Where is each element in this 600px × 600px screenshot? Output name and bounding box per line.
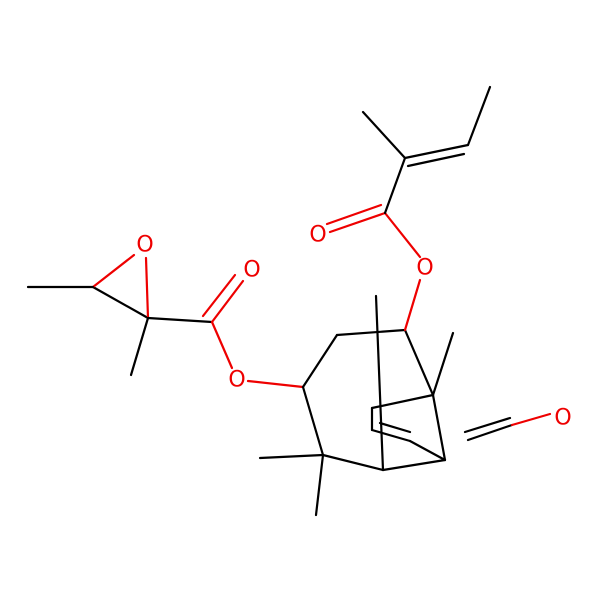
atom-labels: O O O O O O: [136, 223, 571, 431]
atom-label: O: [416, 256, 433, 281]
atom-label: O: [554, 406, 571, 431]
bonds: [26, 85, 552, 517]
atom-label: O: [136, 233, 153, 258]
atom-label: O: [243, 258, 260, 283]
atom-label: O: [309, 223, 326, 248]
atom-label: O: [228, 368, 245, 393]
